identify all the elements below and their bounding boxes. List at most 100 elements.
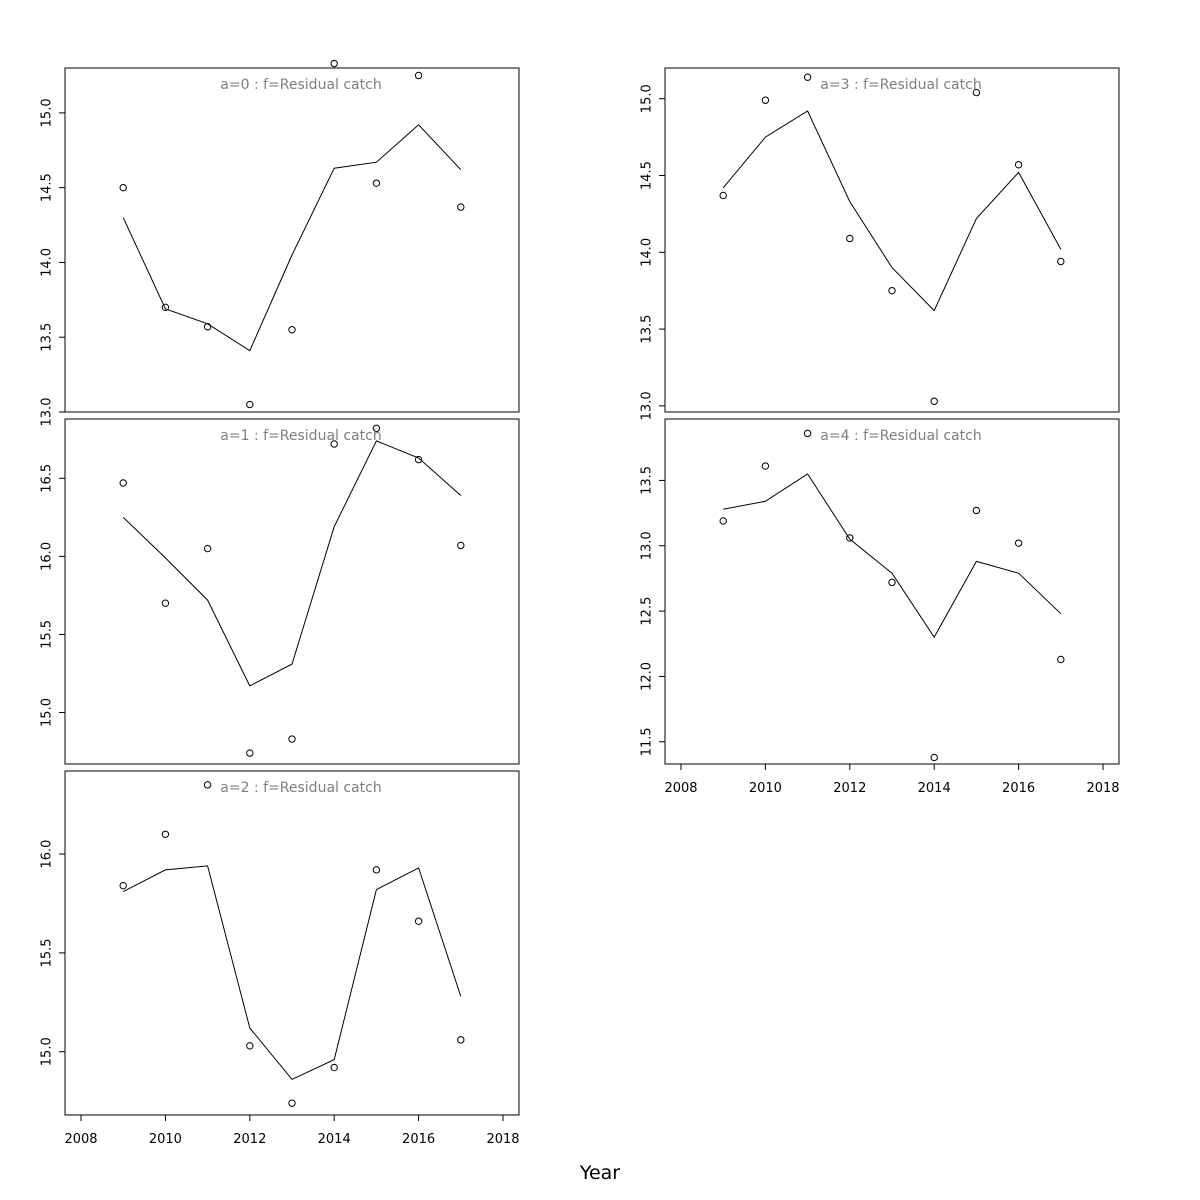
data-point [288, 1099, 296, 1107]
fitted-line [122, 865, 462, 1081]
data-point [1057, 257, 1065, 266]
data-point [119, 479, 127, 487]
x-tick-label: 2010 [149, 1132, 182, 1147]
data-point [930, 397, 938, 405]
x-tick-label: 2010 [749, 781, 782, 796]
x-axis: 2008 2010 2012 2014 2016 2018 [664, 763, 1120, 796]
x-axes: 2008 2010 2012 2014 2016 2018 2008 2010 2012 2014… [64, 763, 1120, 1147]
data-point [1014, 161, 1023, 169]
data-point [372, 866, 381, 874]
panel-title: a=1 : f=Residual catch [220, 428, 381, 444]
data-point [119, 183, 127, 192]
data-point [203, 781, 212, 789]
y-tick-label: 13.0 [640, 391, 655, 420]
data-point [457, 1036, 465, 1044]
data-point [161, 303, 170, 312]
x-tick-label: 2014 [318, 1132, 351, 1147]
data-point [372, 424, 381, 433]
panel-a0: 13.0 13.5 14.0 14.5 15.0 a=0 : f=Residual cat… [40, 59, 520, 427]
data-point [972, 88, 981, 97]
x-tick-label: 2018 [486, 1132, 519, 1147]
panel-a3: 13.0 13.5 14.0 14.5 15.0 a=3 : f=Residual cat… [640, 67, 1120, 420]
y-tick-label: 16.0 [40, 542, 55, 571]
data-point [888, 578, 896, 587]
data-point [719, 191, 727, 200]
fitted-line [723, 473, 1062, 639]
data-point [457, 203, 465, 211]
panel-a4: 11.5 12.0 12.5 13.0 13.5 a=4 : f=Residual cat… [640, 418, 1120, 765]
data-point [414, 455, 423, 464]
y-tick-label: 16.5 [40, 464, 55, 493]
x-tick-label: 2016 [1002, 781, 1035, 796]
data-point [203, 323, 212, 331]
x-tick-label: 2008 [664, 781, 697, 796]
data-point [803, 73, 812, 81]
y-tick-label: 15.5 [40, 620, 55, 649]
data-point [414, 917, 423, 925]
data-point [330, 1063, 338, 1072]
y-tick-label: 12.5 [640, 597, 655, 626]
y-tick-label: 14.0 [640, 238, 655, 267]
data-point [246, 1042, 254, 1050]
fitted-line [122, 440, 462, 687]
panel-frame [664, 418, 1120, 765]
y-tick-label: 12.0 [640, 662, 655, 691]
panel-frame [64, 770, 520, 1116]
data-point [719, 517, 727, 525]
x-tick-label: 2014 [918, 781, 951, 796]
y-tick-label: 15.0 [40, 698, 55, 727]
y-tick-label: 15.0 [40, 1037, 55, 1066]
x-tick-label: 2018 [1086, 781, 1119, 796]
data-point [330, 59, 338, 68]
y-tick-label: 14.5 [640, 161, 655, 190]
y-tick-label: 15.0 [640, 84, 655, 113]
x-axis-title: Year [579, 1162, 620, 1184]
data-point [972, 506, 981, 515]
x-axis: 2008 2010 2012 2014 2016 2018 [64, 1114, 520, 1147]
y-tick-label: 14.5 [40, 173, 55, 202]
panel-title: a=0 : f=Residual catch [220, 77, 381, 93]
data-point [761, 96, 770, 104]
y-tick-label: 15.0 [40, 98, 55, 127]
y-tick-label: 11.5 [640, 727, 655, 756]
y-tick-label: 13.5 [640, 466, 655, 495]
data-point [288, 326, 296, 334]
panel-a2: 15.0 15.5 16.0 a=2 : f=Residual catch [40, 770, 520, 1116]
data-point [246, 749, 254, 757]
data-point [119, 881, 127, 890]
data-point [846, 234, 854, 243]
x-tick-label: 2012 [833, 781, 866, 796]
data-point [372, 179, 381, 187]
data-point [761, 462, 770, 470]
x-tick-label: 2012 [233, 1132, 266, 1147]
data-point [1057, 655, 1065, 664]
data-point [203, 544, 212, 553]
x-tick-label: 2016 [402, 1132, 435, 1147]
panel-title: a=2 : f=Residual catch [220, 780, 381, 796]
data-point [930, 753, 938, 762]
data-point [161, 599, 170, 607]
data-point [803, 429, 812, 438]
panel-frame [64, 418, 520, 765]
data-point [846, 534, 854, 542]
data-point [330, 440, 338, 448]
data-point [888, 286, 896, 295]
y-tick-label: 16.0 [40, 840, 55, 869]
panel-title: a=3 : f=Residual catch [820, 77, 981, 93]
fitted-line [722, 110, 1062, 312]
data-point [457, 541, 465, 550]
panel-title: a=4 : f=Residual catch [820, 428, 981, 444]
y-tick-label: 13.5 [40, 323, 55, 352]
y-tick-label: 13.0 [640, 531, 655, 560]
y-tick-label: 14.0 [40, 248, 55, 277]
data-point [414, 71, 423, 80]
data-point [288, 735, 296, 743]
data-point [161, 830, 170, 838]
data-point [246, 400, 254, 409]
y-tick-label: 13.0 [40, 398, 55, 427]
panel-a1: 15.0 15.5 16.0 16.5 a=1 : f=Residual catch [40, 418, 520, 765]
panel-frame [664, 67, 1120, 413]
panel-frame [64, 67, 520, 413]
y-tick-label: 15.5 [40, 938, 55, 967]
